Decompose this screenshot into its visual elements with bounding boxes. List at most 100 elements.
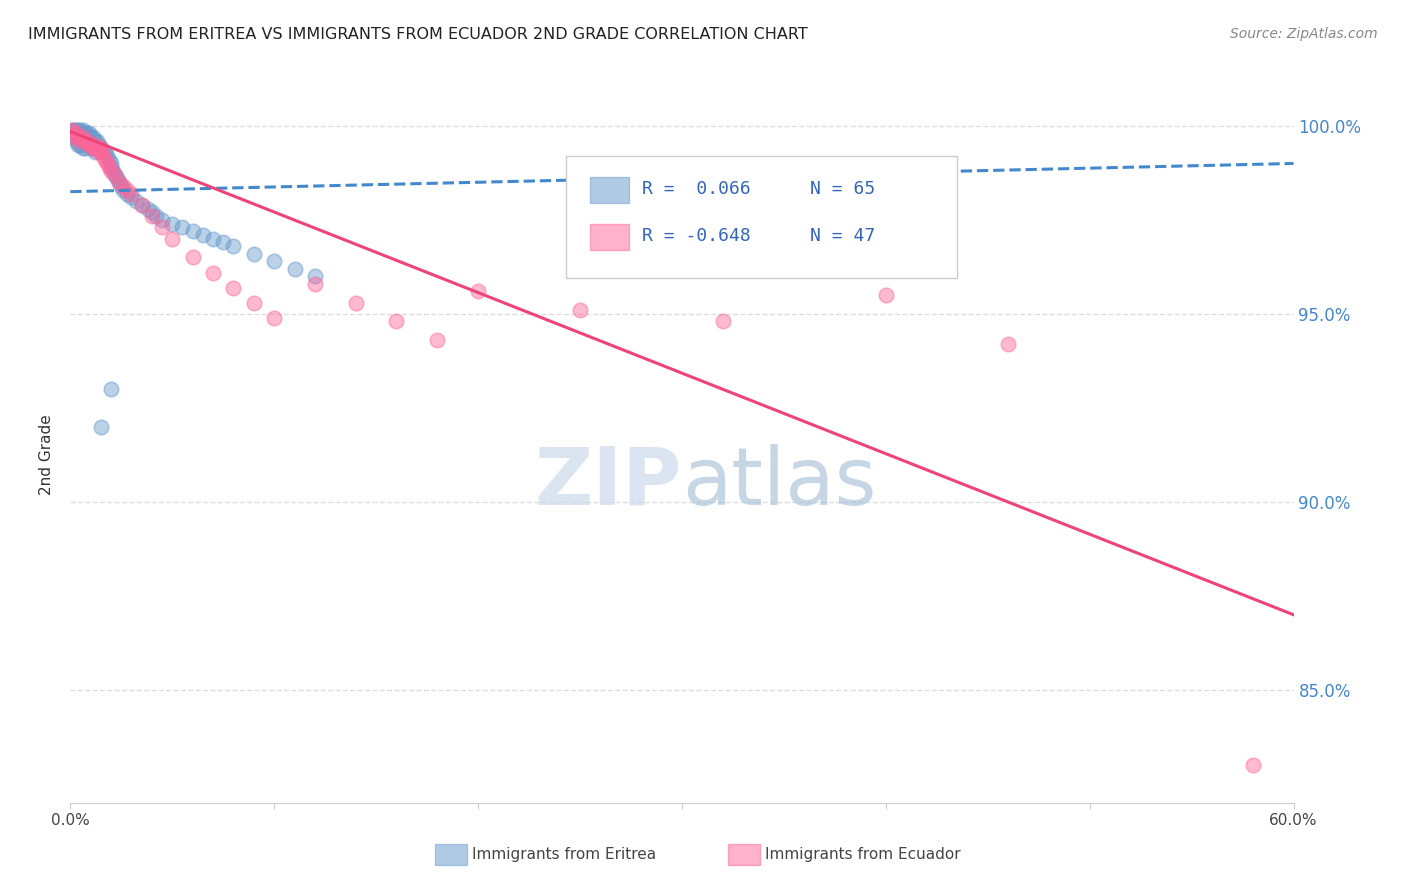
Point: [104, 168, 127, 182]
Text: Source: ZipAtlas.com: Source: ZipAtlas.com: [1230, 27, 1378, 41]
FancyBboxPatch shape: [434, 844, 467, 864]
Point: [96, 149, 118, 163]
Point: [96, 156, 118, 170]
Point: [304, 269, 326, 284]
Text: atlas: atlas: [682, 443, 876, 522]
Point: [72, 130, 94, 145]
Point: [136, 202, 159, 216]
Point: [121, 190, 143, 204]
Point: [426, 333, 449, 347]
Point: [100, 164, 122, 178]
Point: [385, 314, 408, 328]
Point: [73, 141, 96, 155]
Point: [284, 261, 307, 276]
Point: [101, 164, 124, 178]
Point: [212, 235, 235, 250]
Point: [150, 220, 173, 235]
Point: [65, 134, 87, 148]
Point: [104, 168, 127, 182]
Point: [73, 127, 96, 141]
Point: [117, 186, 139, 201]
Point: [121, 186, 143, 201]
Text: IMMIGRANTS FROM ERITREA VS IMMIGRANTS FROM ECUADOR 2ND GRADE CORRELATION CHART: IMMIGRANTS FROM ERITREA VS IMMIGRANTS FR…: [28, 27, 808, 42]
FancyBboxPatch shape: [565, 156, 957, 277]
FancyBboxPatch shape: [591, 224, 630, 251]
Point: [243, 246, 266, 260]
Point: [90, 419, 112, 434]
Point: [112, 183, 135, 197]
Text: Immigrants from Eritrea: Immigrants from Eritrea: [471, 847, 655, 863]
Point: [79, 130, 103, 145]
Point: [100, 160, 122, 174]
Point: [65, 127, 87, 141]
Point: [108, 175, 131, 189]
Point: [65, 122, 87, 136]
Point: [90, 141, 112, 155]
Point: [82, 141, 104, 155]
Point: [131, 198, 153, 212]
Point: [77, 137, 100, 152]
Point: [72, 141, 94, 155]
Point: [141, 209, 163, 223]
Point: [87, 137, 110, 152]
Point: [191, 227, 214, 242]
Point: [73, 134, 96, 148]
Point: [82, 130, 104, 145]
Point: [77, 127, 100, 141]
Point: [67, 130, 90, 145]
Point: [67, 130, 90, 145]
Point: [65, 127, 87, 141]
Point: [63, 127, 86, 141]
Point: [1241, 758, 1264, 772]
Point: [91, 145, 114, 160]
Point: [76, 134, 98, 148]
Point: [69, 137, 91, 152]
Point: [243, 295, 266, 310]
Text: N = 47: N = 47: [810, 227, 876, 245]
Point: [222, 239, 245, 253]
Text: Immigrants from Ecuador: Immigrants from Ecuador: [765, 847, 960, 863]
Point: [69, 130, 91, 145]
Point: [60, 122, 83, 136]
Point: [105, 171, 128, 186]
Point: [98, 153, 121, 167]
Point: [100, 156, 122, 170]
Point: [141, 205, 163, 219]
Point: [304, 277, 326, 291]
Point: [202, 266, 225, 280]
Point: [86, 141, 108, 155]
Point: [711, 314, 734, 328]
Point: [263, 254, 285, 268]
Text: ZIP: ZIP: [534, 443, 682, 522]
Point: [67, 137, 90, 152]
Point: [90, 145, 112, 160]
Point: [73, 134, 96, 148]
Y-axis label: 2nd Grade: 2nd Grade: [39, 415, 55, 495]
Point: [63, 122, 86, 136]
Point: [87, 145, 110, 160]
Point: [76, 137, 98, 152]
Point: [63, 130, 86, 145]
FancyBboxPatch shape: [728, 844, 761, 864]
Point: [91, 149, 114, 163]
Point: [79, 141, 103, 155]
Point: [110, 179, 132, 194]
Point: [202, 232, 225, 246]
Point: [263, 310, 285, 325]
Point: [90, 141, 112, 155]
Point: [222, 280, 245, 294]
Point: [98, 160, 121, 174]
Point: [162, 217, 183, 231]
Point: [83, 137, 105, 152]
Point: [72, 122, 94, 136]
Point: [630, 258, 652, 272]
Point: [77, 137, 100, 152]
Point: [131, 198, 153, 212]
Text: R =  0.066: R = 0.066: [641, 180, 751, 198]
Point: [569, 303, 592, 318]
Point: [997, 337, 1019, 351]
Text: N = 65: N = 65: [810, 180, 876, 198]
Point: [172, 220, 194, 235]
Point: [181, 224, 204, 238]
Point: [875, 288, 897, 302]
